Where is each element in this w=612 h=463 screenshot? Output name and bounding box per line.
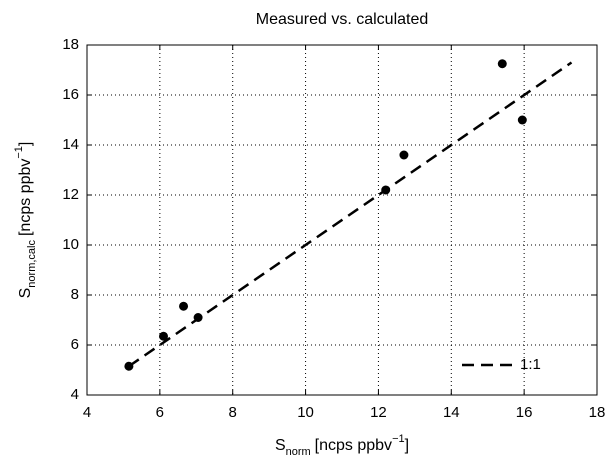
x-label-unit: [ncps ppbv xyxy=(315,437,392,454)
y-tick-label: 14 xyxy=(62,136,79,153)
reference-line xyxy=(128,61,573,368)
y-label-close: ] xyxy=(17,142,34,146)
y-tick-label: 16 xyxy=(62,86,79,103)
y-label-sup: −1 xyxy=(13,146,25,159)
data-point xyxy=(179,301,189,311)
data-point xyxy=(497,59,507,69)
y-tick-label: 10 xyxy=(62,236,79,253)
x-tick-label: 8 xyxy=(229,404,237,421)
x-label-sup: −1 xyxy=(392,433,405,445)
x-tick-label: 6 xyxy=(156,404,164,421)
x-label-sub: norm xyxy=(286,446,311,458)
y-label-unit: [ncps ppbv xyxy=(17,159,34,236)
data-point xyxy=(517,115,527,125)
plot-frame xyxy=(86,44,598,396)
data-point xyxy=(399,150,409,160)
y-tick-label: 8 xyxy=(71,286,79,303)
x-tick-label: 14 xyxy=(443,404,460,421)
x-label-close: ] xyxy=(405,437,409,454)
x-tick-label: 10 xyxy=(297,404,314,421)
x-tick-label: 4 xyxy=(83,404,91,421)
y-axis-label: Snorm,calc [ncps ppbv−1] xyxy=(13,142,38,299)
x-tick-label: 12 xyxy=(370,404,387,421)
y-label-main: S xyxy=(17,288,34,299)
x-axis-label: Snorm [ncps ppbv−1] xyxy=(275,433,409,458)
y-label-sub: norm,calc xyxy=(26,240,38,288)
chart-title: Measured vs. calculated xyxy=(256,11,429,28)
x-label-main: S xyxy=(275,437,286,454)
y-tick-label: 12 xyxy=(62,186,79,203)
legend-label: 1:1 xyxy=(520,356,541,373)
data-point xyxy=(159,331,168,341)
y-tick-label: 18 xyxy=(62,36,79,53)
x-tick-label: 16 xyxy=(516,404,533,421)
y-tick-label: 6 xyxy=(71,336,79,353)
x-tick-label: 18 xyxy=(589,404,606,421)
y-tick-label: 4 xyxy=(71,386,79,403)
